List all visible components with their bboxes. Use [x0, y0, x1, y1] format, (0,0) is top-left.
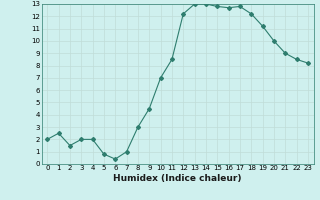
X-axis label: Humidex (Indice chaleur): Humidex (Indice chaleur): [113, 174, 242, 183]
